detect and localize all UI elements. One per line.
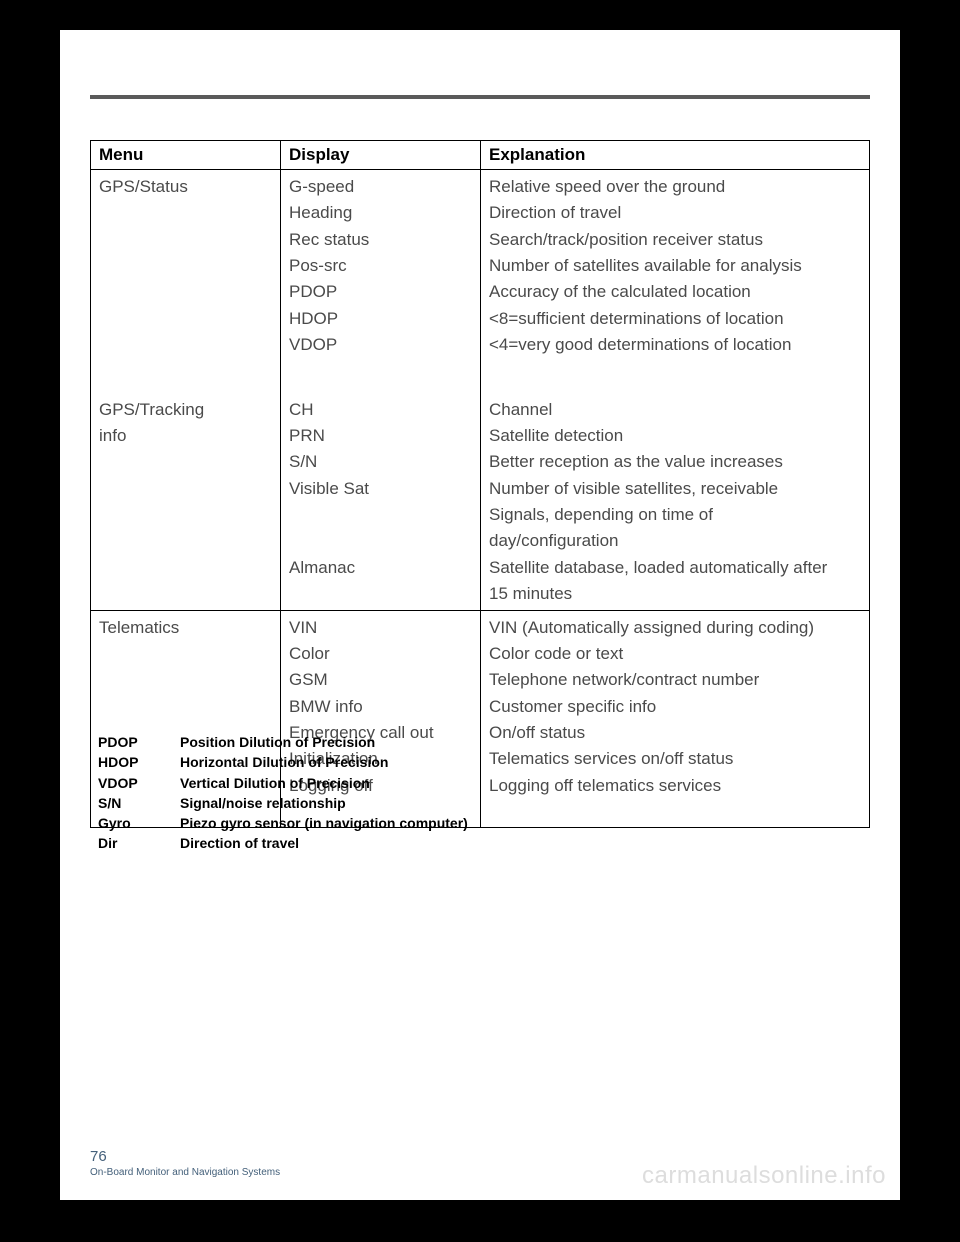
glossary-abbr: HDOP <box>98 752 180 772</box>
document-page: Menu Display Explanation GPS/StatusG-spe… <box>60 30 900 1200</box>
glossary-abbr: VDOP <box>98 773 180 793</box>
menu-table: Menu Display Explanation GPS/StatusG-spe… <box>90 140 870 828</box>
cell-explanation: ChannelSatellite detectionBetter recepti… <box>481 393 870 610</box>
glossary-abbr: PDOP <box>98 732 180 752</box>
col-header-explanation: Explanation <box>481 141 870 170</box>
glossary-row: PDOPPosition Dilution of Precision <box>98 732 468 752</box>
col-header-menu: Menu <box>91 141 281 170</box>
page-number: 76 <box>90 1148 280 1165</box>
cell-explanation: VIN (Automatically assigned during codin… <box>481 610 870 827</box>
col-header-display: Display <box>281 141 481 170</box>
glossary-def: Piezo gyro sensor (in navigation compute… <box>180 813 468 833</box>
glossary-row: VDOPVertical Dilution of Precision <box>98 773 468 793</box>
glossary-abbr: Gyro <box>98 813 180 833</box>
cell-menu: GPS/Trackinginfo <box>91 393 281 610</box>
cell-explanation: Relative speed over the groundDirection … <box>481 170 870 361</box>
glossary-def: Horizontal Dilution of Precision <box>180 752 388 772</box>
page-footer: 76 On-Board Monitor and Navigation Syste… <box>90 1148 280 1178</box>
glossary-abbr: Dir <box>98 833 180 853</box>
glossary-def: Signal/noise relationship <box>180 793 346 813</box>
table-row: GPS/StatusG-speedHeadingRec statusPos-sr… <box>91 170 870 361</box>
header-rule <box>90 95 870 99</box>
table-header-row: Menu Display Explanation <box>91 141 870 170</box>
glossary-row: DirDirection of travel <box>98 833 468 853</box>
cell-menu: GPS/Status <box>91 170 281 361</box>
glossary-row: GyroPiezo gyro sensor (in navigation com… <box>98 813 468 833</box>
watermark: carmanualsonline.info <box>642 1162 886 1190</box>
glossary-abbr: S/N <box>98 793 180 813</box>
glossary-def: Direction of travel <box>180 833 299 853</box>
glossary-row: S/NSignal/noise relationship <box>98 793 468 813</box>
footer-title: On-Board Monitor and Navigation Systems <box>90 1167 280 1178</box>
glossary: PDOPPosition Dilution of PrecisionHDOPHo… <box>98 732 468 854</box>
table-row: GPS/TrackinginfoCHPRNS/NVisible Sat Alma… <box>91 393 870 610</box>
glossary-def: Position Dilution of Precision <box>180 732 375 752</box>
table-row-gap <box>91 360 870 392</box>
cell-display: G-speedHeadingRec statusPos-srcPDOPHDOPV… <box>281 170 481 361</box>
glossary-row: HDOPHorizontal Dilution of Precision <box>98 752 468 772</box>
glossary-def: Vertical Dilution of Precision <box>180 773 370 793</box>
cell-display: CHPRNS/NVisible Sat Almanac <box>281 393 481 610</box>
